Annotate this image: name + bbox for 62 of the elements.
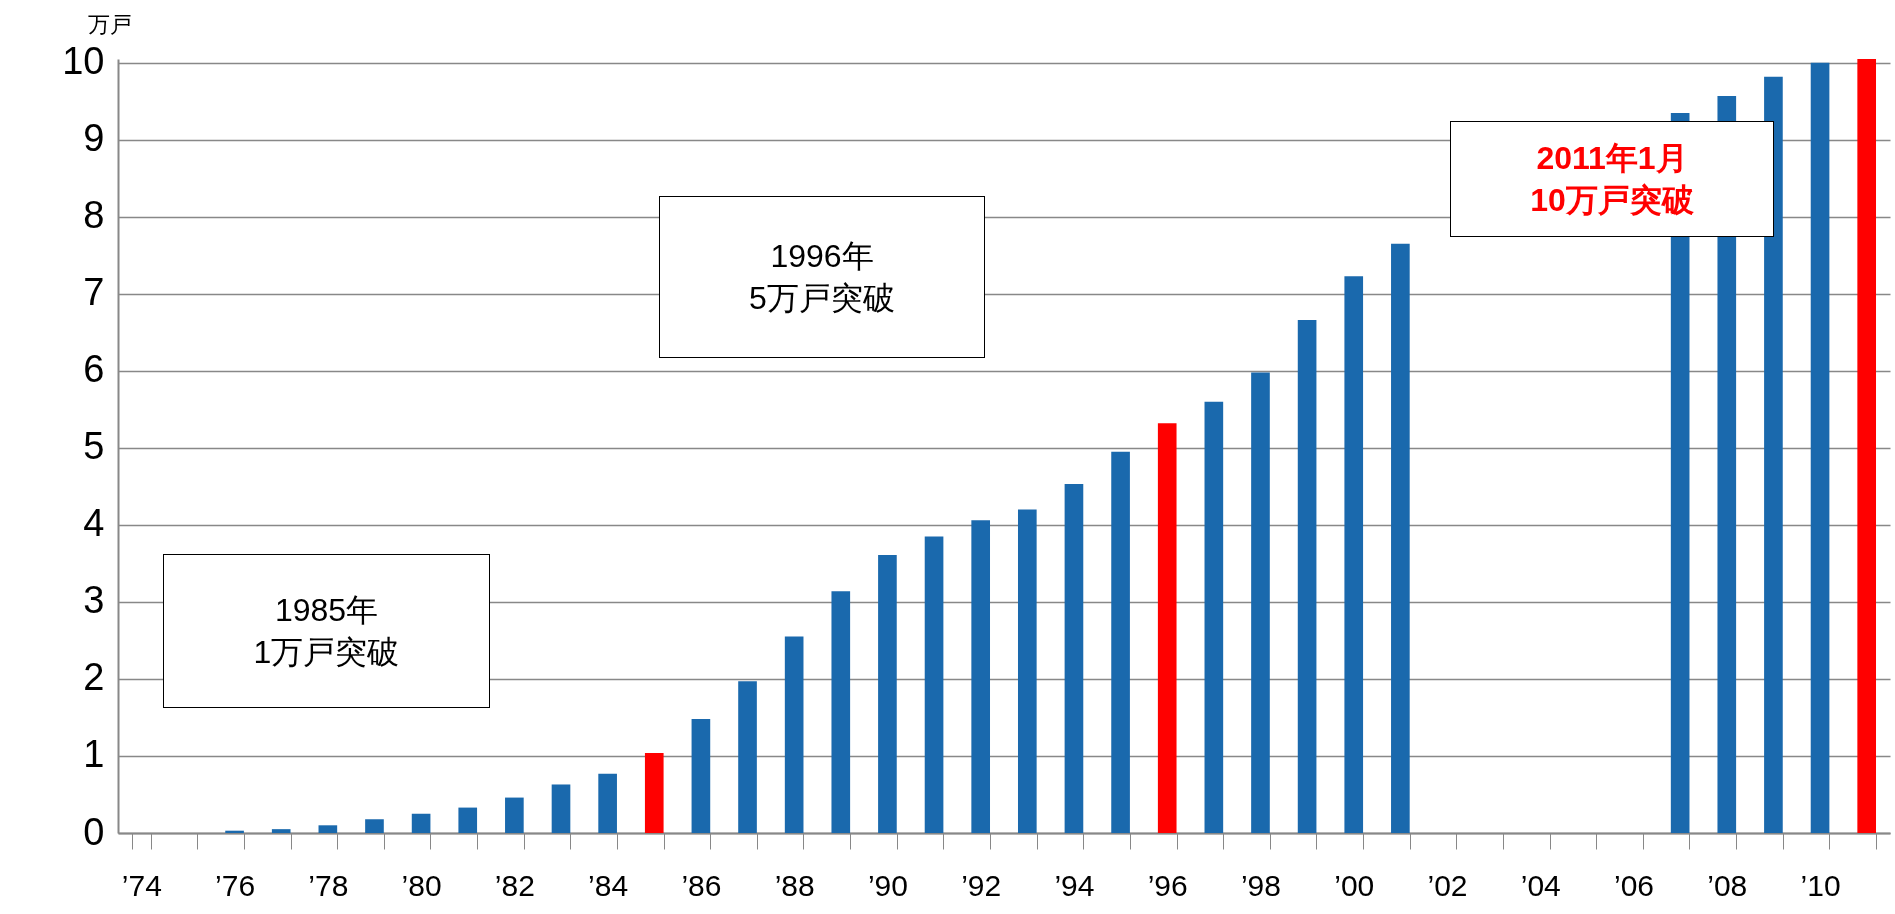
bar <box>318 825 338 833</box>
bar <box>1391 243 1410 833</box>
x-tick-label: ’80 <box>401 868 442 902</box>
x-tick-label: ’94 <box>1054 868 1095 902</box>
bar <box>1251 372 1270 833</box>
bar <box>971 520 991 833</box>
bar <box>1810 62 1830 833</box>
y-tick-label: 9 <box>83 117 105 160</box>
y-tick-label: 6 <box>83 348 105 391</box>
y-tick-label: 5 <box>83 425 105 468</box>
x-tick-label: ’04 <box>1520 868 1561 902</box>
x-tick-label: ’00 <box>1334 868 1375 902</box>
y-tick-label: 4 <box>83 502 105 545</box>
x-tick-label: ’86 <box>681 868 722 902</box>
x-tick-label: ’76 <box>215 868 256 902</box>
bar <box>831 591 851 833</box>
bar <box>878 554 897 833</box>
bar <box>551 784 571 833</box>
bar <box>691 719 711 833</box>
bar <box>505 797 524 833</box>
bar <box>644 752 664 833</box>
x-tick-label: ’02 <box>1427 868 1468 902</box>
callout-box: 2011年1月 10万戸突破 <box>1450 121 1774 237</box>
x-tick-label: ’10 <box>1800 868 1841 902</box>
x-tick-label: ’74 <box>121 868 162 902</box>
bar <box>1857 59 1877 833</box>
x-tick-label: ’90 <box>867 868 908 902</box>
y-tick-label: 10 <box>62 40 105 83</box>
bar <box>365 819 384 833</box>
x-tick-label: ’96 <box>1147 868 1188 902</box>
y-tick-label: 8 <box>83 194 105 237</box>
x-tick-label: ’84 <box>588 868 629 902</box>
bar <box>1344 276 1364 833</box>
bar <box>458 807 478 833</box>
x-tick-label: ’08 <box>1707 868 1748 902</box>
bar <box>598 773 617 833</box>
y-tick-label: 2 <box>83 656 105 699</box>
y-tick-label: 0 <box>83 810 105 853</box>
bar <box>1111 451 1130 833</box>
y-axis-title: 万戸 <box>88 12 132 37</box>
bar <box>1064 484 1084 833</box>
bar <box>1204 401 1224 833</box>
bar <box>924 536 944 833</box>
x-tick-label: ’98 <box>1240 868 1281 902</box>
callout-box: 1985年 1万戸突破 <box>163 554 490 708</box>
bar <box>784 636 804 833</box>
x-tick-label: ’92 <box>961 868 1002 902</box>
y-tick-label: 3 <box>83 579 105 622</box>
y-tick-label: 1 <box>83 733 105 776</box>
bar <box>1764 76 1783 833</box>
y-tick-label: 7 <box>83 271 105 314</box>
bar <box>738 681 757 833</box>
x-tick-label: ’82 <box>494 868 535 902</box>
x-tick-label: ’88 <box>774 868 815 902</box>
bar <box>1297 320 1317 833</box>
x-tick-label: ’78 <box>308 868 349 902</box>
x-tick-label: ’06 <box>1614 868 1655 902</box>
bar <box>411 813 431 833</box>
callout-box: 1996年 5万戸突破 <box>659 196 985 358</box>
bar <box>1017 509 1037 833</box>
bar <box>271 829 291 833</box>
bar <box>1157 423 1177 833</box>
